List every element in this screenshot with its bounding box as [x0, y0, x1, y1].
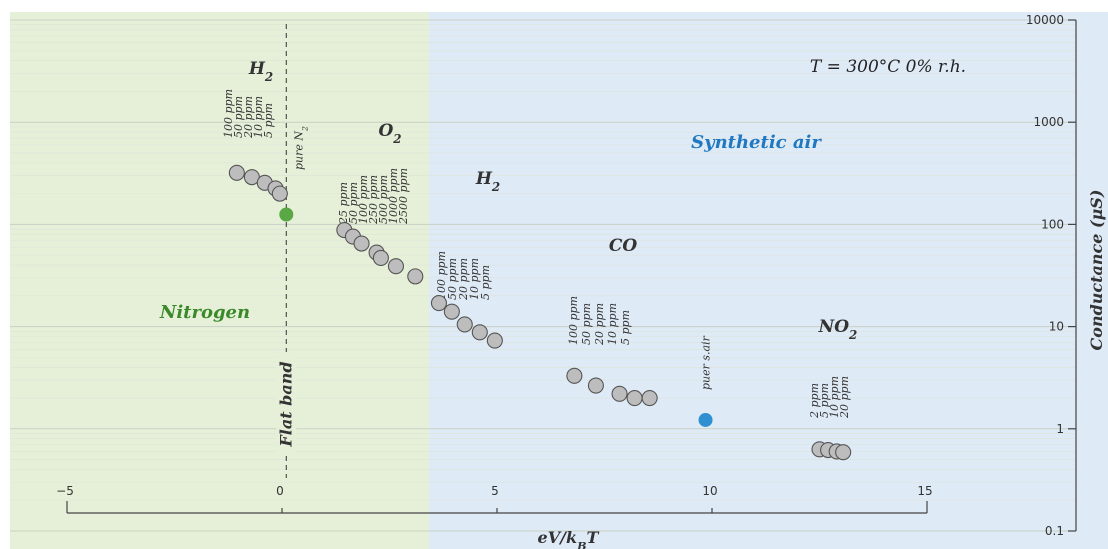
x-tick-label: 10 — [702, 484, 717, 498]
data-point — [430, 294, 448, 312]
synthetic-air-region-background — [429, 12, 1108, 549]
y-tick-label: 1000 — [1033, 115, 1064, 129]
data-point — [456, 316, 473, 333]
flat-band-label-backdrop — [276, 352, 297, 456]
data-point — [271, 185, 288, 202]
grid — [10, 19, 1076, 532]
x-tick-label: 0 — [276, 484, 284, 498]
concentration-label: 20 ppm — [593, 303, 606, 346]
concentration-label: 20 ppm — [242, 96, 255, 139]
concentration-label: 100 ppm — [567, 296, 580, 345]
y-tick-label: 100 — [1041, 217, 1064, 231]
concentration-label: 1000 ppm — [387, 168, 400, 224]
gas-label: H2 — [475, 169, 500, 194]
axes: 0.1 1 10 100 1000 10000 −5 0 5 10 15 eV/kBT Conducta… — [56, 13, 1106, 549]
data-point — [407, 268, 424, 285]
concentration-label: 100 ppm — [435, 251, 448, 300]
data-point — [228, 164, 245, 181]
concentration-label: 50 ppm — [446, 258, 459, 300]
temperature-label: T = 300°C 0% r.h. — [810, 57, 966, 77]
concentration-label: 50 ppm — [232, 96, 245, 138]
x-tick-label: 5 — [491, 484, 499, 498]
concentration-label: 10 ppm — [606, 303, 619, 345]
data-point — [353, 235, 370, 252]
data-point — [611, 385, 628, 402]
x-axis-title: eV/kBT — [538, 528, 600, 549]
gas-label: NO2 — [818, 317, 858, 342]
y-tick-label: 0.1 — [1045, 524, 1064, 538]
concentration-label: 25 ppm — [337, 182, 350, 225]
data-point — [587, 377, 604, 394]
concentration-label: 5 ppm — [619, 310, 632, 345]
data-point — [443, 303, 460, 320]
x-tick-label: −5 — [56, 484, 74, 498]
annotations: Flat band Nitrogen Synthetic air T = 300°C … — [159, 24, 966, 478]
gas-label: H2 — [248, 59, 273, 84]
reference-point — [279, 207, 294, 222]
data-point — [835, 444, 852, 461]
flat-band-label: Flat band — [276, 361, 295, 447]
data-point — [471, 324, 488, 341]
x-tick-label: 15 — [917, 484, 932, 498]
concentration-label: 5 ppm — [818, 383, 831, 418]
concentration-label: 20 ppm — [838, 376, 851, 419]
pure-synthetic-air-label: puer s.air — [700, 335, 713, 390]
y-tick-label: 10 — [1049, 320, 1064, 334]
concentration-label: 5 ppm — [262, 103, 275, 138]
synthetic-air-label: Synthetic air — [691, 132, 822, 153]
data-point — [387, 258, 405, 275]
concentration-label: 50 ppm — [580, 303, 593, 345]
data-points — [228, 164, 852, 461]
concentration-label: 2500 ppm — [397, 168, 410, 225]
concentration-label: 100 ppm — [357, 175, 370, 224]
concentration-label: 20 ppm — [457, 258, 470, 301]
y-tick-label: 1 — [1056, 422, 1064, 436]
concentration-label: 500 ppm — [377, 175, 390, 224]
data-point — [486, 332, 503, 349]
concentration-label: 50 ppm — [347, 182, 360, 224]
data-point — [566, 367, 583, 384]
concentration-label: 5 ppm — [479, 265, 492, 300]
concentration-label: 10 ppm — [828, 376, 841, 418]
pure-n2-label: pure N2 — [292, 126, 309, 170]
y-tick-label: 10000 — [1026, 13, 1064, 27]
nitrogen-region-background — [10, 12, 429, 549]
concentration-label: 10 ppm — [252, 96, 265, 138]
concentration-label: 2 ppm — [808, 383, 821, 419]
reference-point — [698, 412, 713, 427]
y-axis-title: Conductance (μS) — [1087, 190, 1106, 351]
gas-label: CO — [609, 236, 638, 256]
nitrogen-label: Nitrogen — [159, 302, 250, 323]
data-point — [372, 249, 389, 266]
data-point — [626, 389, 643, 407]
concentration-label: 10 ppm — [468, 258, 481, 300]
background-regions — [10, 12, 1108, 549]
gas-label: O2 — [378, 121, 401, 146]
concentration-label: 250 ppm — [367, 175, 380, 225]
data-point — [641, 389, 658, 407]
concentration-label: 100 ppm — [222, 89, 235, 138]
